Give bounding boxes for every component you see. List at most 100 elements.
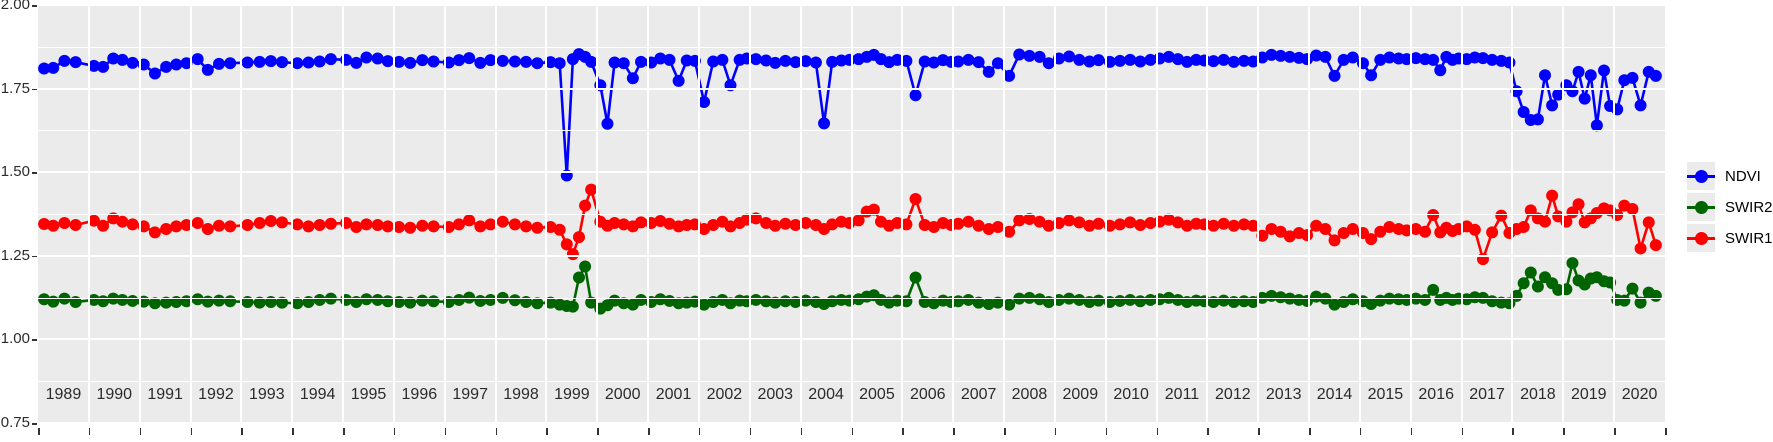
data-point bbox=[47, 219, 60, 232]
data-point bbox=[918, 55, 931, 68]
grid-line-vertical-major bbox=[647, 5, 650, 423]
data-point bbox=[291, 218, 304, 231]
legend-key-dot bbox=[1695, 201, 1708, 214]
data-point bbox=[463, 214, 476, 227]
data-point bbox=[170, 58, 183, 71]
data-point bbox=[544, 296, 557, 309]
data-point bbox=[724, 297, 737, 310]
x-axis-year-label: 2002 bbox=[706, 386, 743, 403]
data-point bbox=[324, 217, 337, 230]
data-point bbox=[116, 53, 129, 66]
data-point bbox=[47, 61, 60, 74]
x-axis-tick-mark bbox=[1105, 428, 1108, 435]
x-axis-tick-mark bbox=[1614, 428, 1616, 435]
data-point bbox=[1328, 234, 1341, 247]
data-point bbox=[474, 220, 487, 233]
data-point bbox=[1052, 293, 1065, 306]
grid-line-vertical-major bbox=[1206, 5, 1209, 423]
data-point bbox=[1238, 218, 1251, 231]
x-axis-year-label: 1991 bbox=[147, 386, 183, 403]
legend-key-swatch bbox=[1687, 224, 1715, 252]
data-point bbox=[253, 55, 266, 68]
data-point bbox=[1531, 280, 1544, 293]
data-point bbox=[760, 217, 773, 230]
grid-line-vertical-major bbox=[952, 5, 955, 423]
data-point bbox=[1283, 50, 1296, 63]
data-point bbox=[1217, 294, 1230, 307]
data-point bbox=[276, 216, 289, 229]
data-point bbox=[553, 223, 566, 236]
grid-line-vertical-major bbox=[392, 5, 395, 423]
x-axis-year-label: 1993 bbox=[249, 386, 285, 403]
data-point bbox=[191, 53, 204, 66]
data-point bbox=[1634, 99, 1647, 112]
data-point bbox=[663, 217, 676, 230]
data-point bbox=[148, 226, 161, 239]
data-point bbox=[663, 53, 676, 66]
x-axis-year-label: 1992 bbox=[198, 386, 234, 403]
data-point bbox=[160, 60, 173, 73]
data-point bbox=[962, 53, 975, 66]
data-point bbox=[1604, 276, 1617, 289]
data-point bbox=[1103, 55, 1116, 68]
data-point bbox=[1337, 295, 1350, 308]
data-point bbox=[1217, 53, 1230, 66]
data-point bbox=[201, 63, 214, 76]
data-point bbox=[724, 220, 737, 233]
data-point bbox=[381, 55, 394, 68]
data-point bbox=[241, 295, 254, 308]
data-point bbox=[474, 56, 487, 69]
data-point bbox=[116, 293, 129, 306]
data-point bbox=[360, 218, 373, 231]
x-axis-year-label: 1996 bbox=[401, 386, 438, 403]
data-point bbox=[371, 293, 384, 306]
data-point bbox=[601, 117, 614, 130]
data-point bbox=[560, 238, 573, 251]
grid-line-vertical-major bbox=[596, 5, 599, 423]
data-point bbox=[617, 297, 630, 310]
data-point bbox=[1346, 51, 1359, 64]
legend-item-swir1[interactable]: SWIR1 bbox=[1687, 224, 1773, 252]
data-point bbox=[1073, 293, 1086, 306]
x-axis-tick-mark bbox=[902, 428, 904, 435]
data-point bbox=[442, 221, 455, 234]
data-point bbox=[350, 56, 363, 69]
data-point bbox=[1013, 48, 1026, 61]
data-point bbox=[1572, 198, 1585, 211]
x-axis-tick-mark bbox=[1156, 428, 1159, 435]
data-point bbox=[698, 223, 711, 236]
data-point bbox=[769, 296, 782, 309]
data-point bbox=[572, 271, 585, 284]
data-point bbox=[982, 297, 995, 310]
legend-item-ndvi[interactable]: NDVI bbox=[1687, 162, 1761, 190]
data-point bbox=[688, 295, 701, 308]
x-axis-tick-mark bbox=[597, 428, 599, 435]
x-axis-year-label: 2007 bbox=[960, 386, 997, 403]
x-axis-tick-mark bbox=[38, 428, 40, 435]
data-point bbox=[1517, 277, 1530, 290]
data-point bbox=[1013, 292, 1026, 305]
data-point bbox=[1042, 295, 1055, 308]
data-point bbox=[608, 217, 621, 230]
data-point bbox=[1103, 295, 1116, 308]
legend-key-dot bbox=[1695, 170, 1708, 183]
x-axis-tick-mark bbox=[1258, 428, 1260, 435]
legend-item-swir2[interactable]: SWIR2 bbox=[1687, 193, 1773, 221]
data-point bbox=[809, 56, 822, 69]
x-axis-year-label: 1989 bbox=[45, 386, 82, 403]
data-point bbox=[852, 214, 865, 227]
data-point bbox=[1033, 293, 1046, 306]
data-point bbox=[1227, 55, 1240, 68]
x-axis-tick-mark bbox=[1563, 428, 1565, 435]
data-point bbox=[544, 221, 557, 234]
grid-line-vertical-major bbox=[342, 5, 345, 423]
data-point bbox=[749, 293, 762, 306]
data-point bbox=[1427, 283, 1440, 296]
data-point bbox=[1238, 54, 1251, 67]
data-point bbox=[779, 54, 792, 67]
data-point bbox=[789, 219, 802, 232]
data-point bbox=[1274, 225, 1287, 238]
data-point bbox=[585, 55, 598, 68]
grid-line-vertical-major bbox=[850, 5, 853, 423]
